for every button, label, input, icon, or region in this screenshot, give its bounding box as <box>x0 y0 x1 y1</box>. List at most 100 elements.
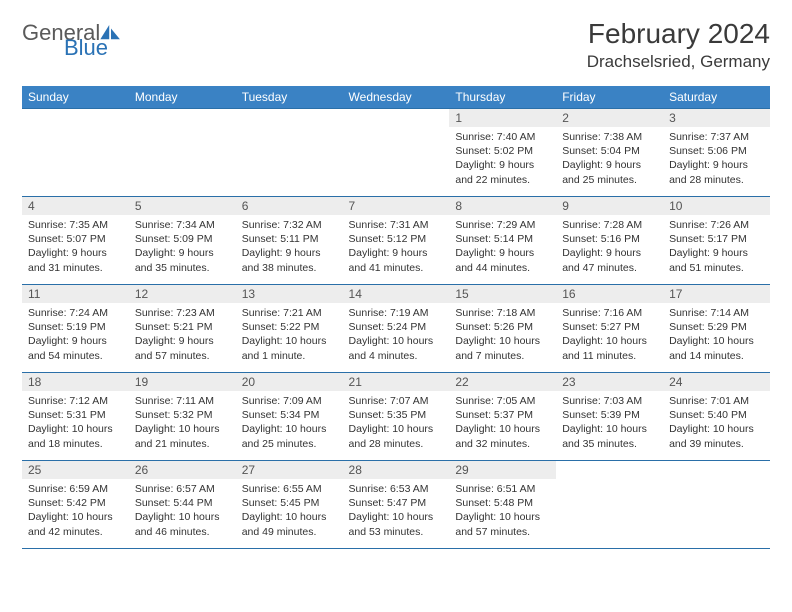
calendar-day-cell: 29Sunrise: 6:51 AMSunset: 5:48 PMDayligh… <box>449 461 556 549</box>
day-content: Sunrise: 7:19 AMSunset: 5:24 PMDaylight:… <box>343 303 450 367</box>
calendar-day-cell: .. <box>22 109 129 197</box>
sunrise-text: Sunrise: 7:18 AM <box>455 306 550 320</box>
day-content: Sunrise: 7:11 AMSunset: 5:32 PMDaylight:… <box>129 391 236 455</box>
sunset-text: Sunset: 5:24 PM <box>349 320 444 334</box>
calendar-week-row: ........1Sunrise: 7:40 AMSunset: 5:02 PM… <box>22 109 770 197</box>
daylight-text-1: Daylight: 9 hours <box>562 246 657 260</box>
day-number: 16 <box>556 285 663 303</box>
sunset-text: Sunset: 5:02 PM <box>455 144 550 158</box>
calendar-day-cell: 2Sunrise: 7:38 AMSunset: 5:04 PMDaylight… <box>556 109 663 197</box>
day-content: Sunrise: 6:53 AMSunset: 5:47 PMDaylight:… <box>343 479 450 543</box>
daylight-text-2: and 39 minutes. <box>669 437 764 451</box>
daylight-text-2: and 57 minutes. <box>135 349 230 363</box>
day-content: Sunrise: 7:05 AMSunset: 5:37 PMDaylight:… <box>449 391 556 455</box>
calendar-table: SundayMondayTuesdayWednesdayThursdayFrid… <box>22 86 770 549</box>
sunrise-text: Sunrise: 7:16 AM <box>562 306 657 320</box>
daylight-text-2: and 21 minutes. <box>135 437 230 451</box>
calendar-day-cell: 23Sunrise: 7:03 AMSunset: 5:39 PMDayligh… <box>556 373 663 461</box>
daylight-text-2: and 51 minutes. <box>669 261 764 275</box>
calendar-day-cell: 3Sunrise: 7:37 AMSunset: 5:06 PMDaylight… <box>663 109 770 197</box>
daylight-text-1: Daylight: 9 hours <box>242 246 337 260</box>
daylight-text-1: Daylight: 10 hours <box>135 510 230 524</box>
day-content: Sunrise: 6:55 AMSunset: 5:45 PMDaylight:… <box>236 479 343 543</box>
daylight-text-2: and 57 minutes. <box>455 525 550 539</box>
daylight-text-2: and 42 minutes. <box>28 525 123 539</box>
day-number: 6 <box>236 197 343 215</box>
sunset-text: Sunset: 5:34 PM <box>242 408 337 422</box>
calendar-day-cell: 11Sunrise: 7:24 AMSunset: 5:19 PMDayligh… <box>22 285 129 373</box>
sunset-text: Sunset: 5:14 PM <box>455 232 550 246</box>
daylight-text-2: and 11 minutes. <box>562 349 657 363</box>
sunset-text: Sunset: 5:19 PM <box>28 320 123 334</box>
calendar-day-cell: 1Sunrise: 7:40 AMSunset: 5:02 PMDaylight… <box>449 109 556 197</box>
daylight-text-1: Daylight: 10 hours <box>242 334 337 348</box>
daylight-text-2: and 47 minutes. <box>562 261 657 275</box>
daylight-text-2: and 1 minute. <box>242 349 337 363</box>
day-number: 3 <box>663 109 770 127</box>
sunrise-text: Sunrise: 7:03 AM <box>562 394 657 408</box>
title-block: February 2024 Drachselsried, Germany <box>587 18 770 72</box>
day-content: Sunrise: 7:12 AMSunset: 5:31 PMDaylight:… <box>22 391 129 455</box>
sunset-text: Sunset: 5:22 PM <box>242 320 337 334</box>
weekday-header: Monday <box>129 86 236 109</box>
daylight-text-1: Daylight: 10 hours <box>562 334 657 348</box>
sunrise-text: Sunrise: 7:23 AM <box>135 306 230 320</box>
sunrise-text: Sunrise: 7:14 AM <box>669 306 764 320</box>
logo-text-blue: Blue <box>64 39 108 58</box>
calendar-day-cell: 10Sunrise: 7:26 AMSunset: 5:17 PMDayligh… <box>663 197 770 285</box>
sunset-text: Sunset: 5:11 PM <box>242 232 337 246</box>
calendar-day-cell: 22Sunrise: 7:05 AMSunset: 5:37 PMDayligh… <box>449 373 556 461</box>
day-content: Sunrise: 7:26 AMSunset: 5:17 PMDaylight:… <box>663 215 770 279</box>
sunset-text: Sunset: 5:07 PM <box>28 232 123 246</box>
location: Drachselsried, Germany <box>587 52 770 72</box>
weekday-header: Thursday <box>449 86 556 109</box>
sunrise-text: Sunrise: 6:57 AM <box>135 482 230 496</box>
calendar-day-cell: 27Sunrise: 6:55 AMSunset: 5:45 PMDayligh… <box>236 461 343 549</box>
day-number: 28 <box>343 461 450 479</box>
sunrise-text: Sunrise: 7:38 AM <box>562 130 657 144</box>
day-content: Sunrise: 7:29 AMSunset: 5:14 PMDaylight:… <box>449 215 556 279</box>
daylight-text-2: and 7 minutes. <box>455 349 550 363</box>
daylight-text-2: and 31 minutes. <box>28 261 123 275</box>
sunrise-text: Sunrise: 7:07 AM <box>349 394 444 408</box>
calendar-day-cell: 9Sunrise: 7:28 AMSunset: 5:16 PMDaylight… <box>556 197 663 285</box>
calendar-day-cell: .. <box>129 109 236 197</box>
sunrise-text: Sunrise: 7:12 AM <box>28 394 123 408</box>
day-content: Sunrise: 7:18 AMSunset: 5:26 PMDaylight:… <box>449 303 556 367</box>
sunset-text: Sunset: 5:12 PM <box>349 232 444 246</box>
sunrise-text: Sunrise: 7:09 AM <box>242 394 337 408</box>
day-content: Sunrise: 7:03 AMSunset: 5:39 PMDaylight:… <box>556 391 663 455</box>
daylight-text-1: Daylight: 9 hours <box>135 334 230 348</box>
day-content: Sunrise: 7:40 AMSunset: 5:02 PMDaylight:… <box>449 127 556 191</box>
day-number: 18 <box>22 373 129 391</box>
sunrise-text: Sunrise: 7:28 AM <box>562 218 657 232</box>
sunrise-text: Sunrise: 7:35 AM <box>28 218 123 232</box>
calendar-day-cell: 5Sunrise: 7:34 AMSunset: 5:09 PMDaylight… <box>129 197 236 285</box>
daylight-text-2: and 53 minutes. <box>349 525 444 539</box>
daylight-text-2: and 54 minutes. <box>28 349 123 363</box>
day-number: 23 <box>556 373 663 391</box>
calendar-week-row: 4Sunrise: 7:35 AMSunset: 5:07 PMDaylight… <box>22 197 770 285</box>
day-number: 29 <box>449 461 556 479</box>
sunrise-text: Sunrise: 7:31 AM <box>349 218 444 232</box>
calendar-day-cell: 17Sunrise: 7:14 AMSunset: 5:29 PMDayligh… <box>663 285 770 373</box>
day-number: 2 <box>556 109 663 127</box>
weekday-header: Sunday <box>22 86 129 109</box>
daylight-text-2: and 41 minutes. <box>349 261 444 275</box>
day-content: Sunrise: 6:51 AMSunset: 5:48 PMDaylight:… <box>449 479 556 543</box>
day-content: Sunrise: 7:34 AMSunset: 5:09 PMDaylight:… <box>129 215 236 279</box>
day-content: Sunrise: 7:07 AMSunset: 5:35 PMDaylight:… <box>343 391 450 455</box>
day-content: Sunrise: 7:16 AMSunset: 5:27 PMDaylight:… <box>556 303 663 367</box>
calendar-body: ........1Sunrise: 7:40 AMSunset: 5:02 PM… <box>22 109 770 549</box>
day-number: 26 <box>129 461 236 479</box>
sunrise-text: Sunrise: 6:55 AM <box>242 482 337 496</box>
day-content: Sunrise: 7:01 AMSunset: 5:40 PMDaylight:… <box>663 391 770 455</box>
sunrise-text: Sunrise: 7:11 AM <box>135 394 230 408</box>
day-number: 8 <box>449 197 556 215</box>
daylight-text-1: Daylight: 10 hours <box>349 510 444 524</box>
calendar-day-cell: 19Sunrise: 7:11 AMSunset: 5:32 PMDayligh… <box>129 373 236 461</box>
sunrise-text: Sunrise: 7:37 AM <box>669 130 764 144</box>
header: General Blue February 2024 Drachselsried… <box>22 18 770 72</box>
day-number: 9 <box>556 197 663 215</box>
sunset-text: Sunset: 5:06 PM <box>669 144 764 158</box>
